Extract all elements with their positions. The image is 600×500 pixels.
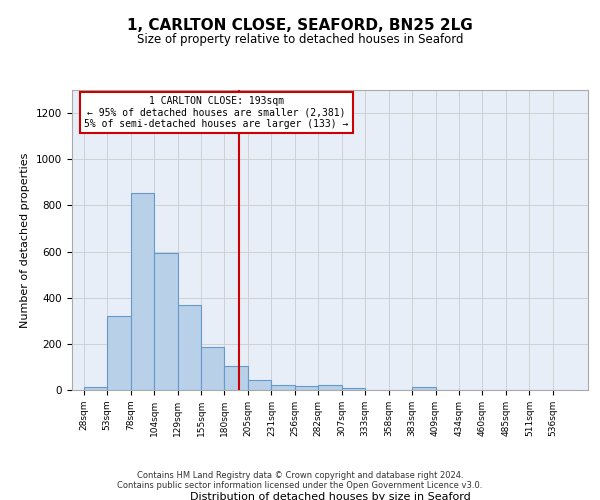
- Bar: [318, 386, 342, 390]
- Bar: [271, 385, 295, 390]
- Text: Contains HM Land Registry data © Crown copyright and database right 2024.
Contai: Contains HM Land Registry data © Crown c…: [118, 470, 482, 490]
- Bar: [342, 388, 365, 390]
- Text: 1, CARLTON CLOSE, SEAFORD, BN25 2LG: 1, CARLTON CLOSE, SEAFORD, BN25 2LG: [127, 18, 473, 32]
- Y-axis label: Number of detached properties: Number of detached properties: [20, 152, 31, 328]
- Bar: [107, 316, 131, 390]
- X-axis label: Distribution of detached houses by size in Seaford: Distribution of detached houses by size …: [190, 492, 470, 500]
- Bar: [295, 386, 318, 390]
- Bar: [224, 366, 248, 390]
- Text: Size of property relative to detached houses in Seaford: Size of property relative to detached ho…: [137, 32, 463, 46]
- Bar: [178, 304, 201, 390]
- Bar: [84, 386, 107, 390]
- Text: 1 CARLTON CLOSE: 193sqm
← 95% of detached houses are smaller (2,381)
5% of semi-: 1 CARLTON CLOSE: 193sqm ← 95% of detache…: [84, 96, 349, 129]
- Bar: [248, 380, 271, 390]
- Bar: [131, 192, 154, 390]
- Bar: [154, 252, 178, 390]
- Bar: [412, 387, 436, 390]
- Bar: [201, 348, 224, 390]
